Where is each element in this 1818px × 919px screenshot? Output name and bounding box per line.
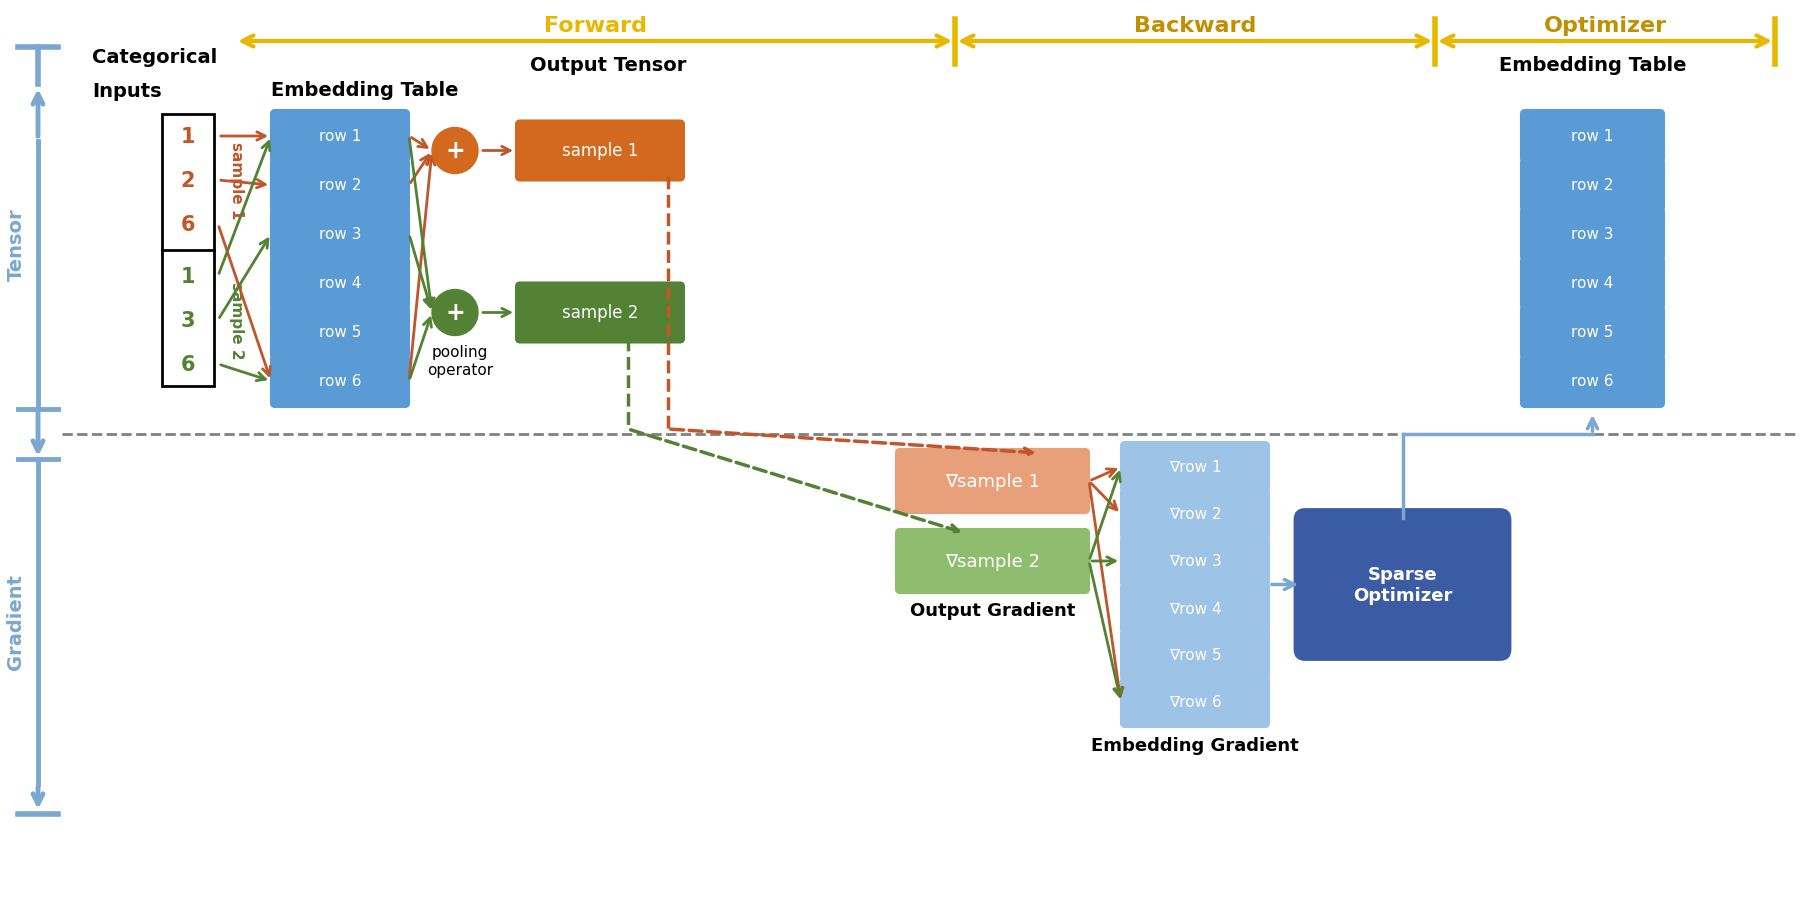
Text: ∇sample 2: ∇sample 2 bbox=[945, 552, 1040, 571]
Text: 6: 6 bbox=[180, 215, 195, 234]
FancyBboxPatch shape bbox=[516, 283, 684, 343]
FancyBboxPatch shape bbox=[516, 121, 684, 181]
Text: ∇row 5: ∇row 5 bbox=[1169, 648, 1222, 663]
Text: sample 1: sample 1 bbox=[229, 142, 244, 220]
Text: 2: 2 bbox=[180, 171, 195, 191]
FancyBboxPatch shape bbox=[1522, 307, 1663, 358]
FancyBboxPatch shape bbox=[271, 160, 409, 211]
Text: row 5: row 5 bbox=[1571, 325, 1614, 340]
Text: Embedding Table: Embedding Table bbox=[1498, 56, 1687, 75]
Circle shape bbox=[433, 290, 478, 336]
Circle shape bbox=[433, 129, 478, 175]
Text: Output Gradient: Output Gradient bbox=[909, 601, 1074, 619]
Bar bbox=[162, 115, 215, 387]
Text: row 5: row 5 bbox=[318, 325, 362, 340]
Text: sample 2: sample 2 bbox=[229, 282, 244, 359]
FancyBboxPatch shape bbox=[1522, 356, 1663, 407]
FancyBboxPatch shape bbox=[896, 449, 1089, 514]
FancyBboxPatch shape bbox=[271, 257, 409, 310]
Text: pooling
operator: pooling operator bbox=[427, 346, 493, 378]
FancyBboxPatch shape bbox=[896, 529, 1089, 594]
Text: Embedding Gradient: Embedding Gradient bbox=[1091, 736, 1298, 754]
Text: row 4: row 4 bbox=[318, 277, 362, 291]
FancyBboxPatch shape bbox=[1122, 443, 1269, 493]
Text: Sparse
Optimizer: Sparse Optimizer bbox=[1353, 565, 1453, 605]
FancyBboxPatch shape bbox=[1122, 584, 1269, 633]
FancyBboxPatch shape bbox=[1122, 630, 1269, 680]
FancyBboxPatch shape bbox=[1522, 257, 1663, 310]
FancyBboxPatch shape bbox=[1294, 510, 1511, 660]
Text: row 6: row 6 bbox=[318, 374, 362, 389]
Text: row 3: row 3 bbox=[1571, 227, 1614, 243]
Text: Categorical: Categorical bbox=[93, 48, 216, 67]
FancyBboxPatch shape bbox=[1522, 160, 1663, 211]
Text: 1: 1 bbox=[180, 127, 195, 147]
Text: +: + bbox=[445, 301, 465, 325]
Text: sample 2: sample 2 bbox=[562, 304, 638, 323]
Text: ∇row 2: ∇row 2 bbox=[1169, 507, 1222, 522]
Text: Embedding Table: Embedding Table bbox=[271, 81, 458, 100]
Text: sample 1: sample 1 bbox=[562, 142, 638, 160]
Text: Optimizer: Optimizer bbox=[1543, 16, 1667, 36]
Text: Tensor: Tensor bbox=[7, 209, 25, 281]
Text: row 6: row 6 bbox=[1571, 374, 1614, 389]
Text: row 1: row 1 bbox=[1571, 130, 1614, 144]
Text: 3: 3 bbox=[180, 311, 195, 331]
FancyBboxPatch shape bbox=[271, 209, 409, 261]
Text: row 4: row 4 bbox=[1571, 277, 1614, 291]
Text: row 3: row 3 bbox=[318, 227, 362, 243]
FancyBboxPatch shape bbox=[1122, 677, 1269, 727]
FancyBboxPatch shape bbox=[271, 356, 409, 407]
Text: +: + bbox=[445, 140, 465, 164]
Text: Backward: Backward bbox=[1134, 16, 1256, 36]
Text: 1: 1 bbox=[180, 267, 195, 287]
Text: Gradient: Gradient bbox=[7, 573, 25, 670]
Text: Inputs: Inputs bbox=[93, 82, 162, 101]
Text: ∇row 1: ∇row 1 bbox=[1169, 460, 1222, 475]
FancyBboxPatch shape bbox=[1522, 111, 1663, 163]
FancyBboxPatch shape bbox=[271, 307, 409, 358]
Text: row 1: row 1 bbox=[318, 130, 362, 144]
FancyBboxPatch shape bbox=[1122, 537, 1269, 586]
Text: 6: 6 bbox=[180, 355, 195, 375]
FancyBboxPatch shape bbox=[1122, 490, 1269, 539]
Text: ∇row 6: ∇row 6 bbox=[1169, 695, 1222, 709]
Text: row 2: row 2 bbox=[318, 178, 362, 193]
FancyBboxPatch shape bbox=[271, 111, 409, 163]
Text: Forward: Forward bbox=[544, 16, 647, 36]
Text: row 2: row 2 bbox=[1571, 178, 1614, 193]
Text: ∇row 3: ∇row 3 bbox=[1169, 554, 1222, 569]
Text: ∇sample 1: ∇sample 1 bbox=[945, 472, 1040, 491]
Text: ∇row 4: ∇row 4 bbox=[1169, 601, 1222, 616]
Text: Output Tensor: Output Tensor bbox=[531, 56, 687, 75]
FancyBboxPatch shape bbox=[1522, 209, 1663, 261]
